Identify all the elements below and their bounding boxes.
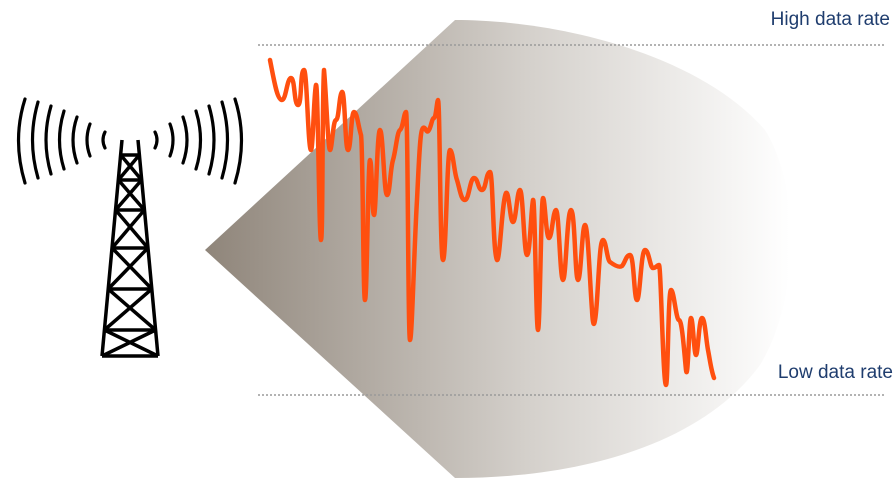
signal-waveform — [267, 57, 717, 388]
radio-tower-icon — [100, 139, 160, 358]
signal-waves-icon — [16, 97, 244, 185]
low-data-rate-label: Low data rate — [777, 362, 893, 383]
high-data-rate-label: High data rate — [770, 9, 890, 30]
